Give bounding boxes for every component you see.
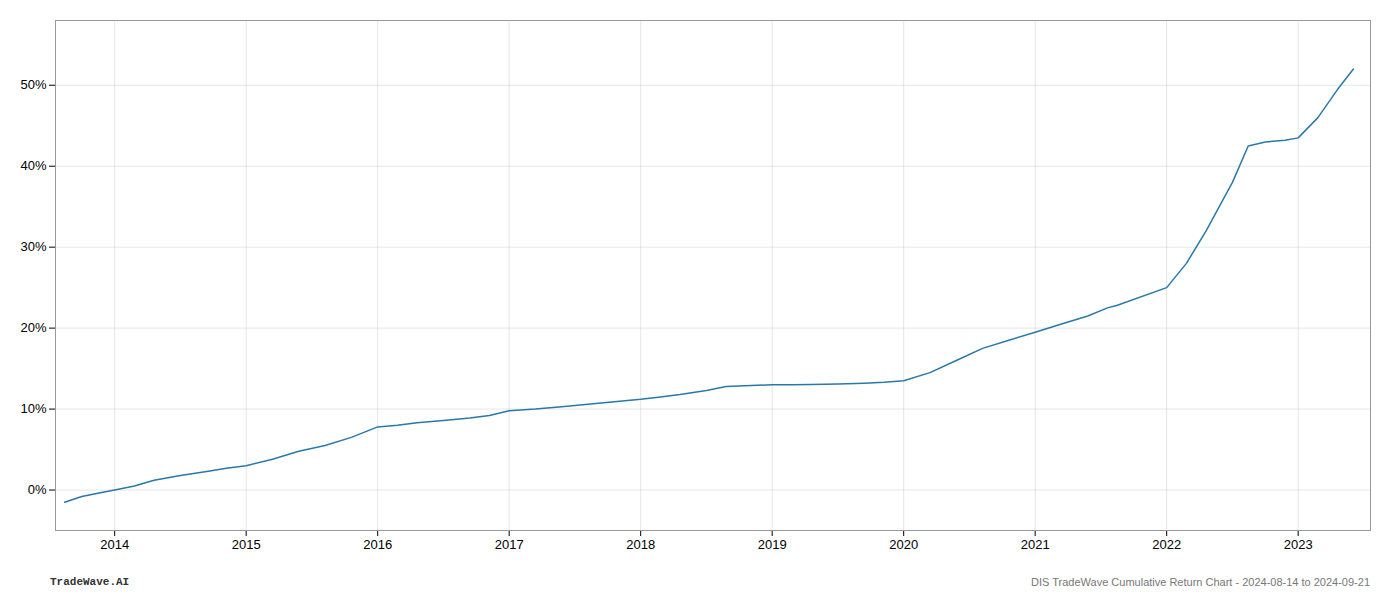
svg-text:2022: 2022 — [1152, 537, 1181, 552]
svg-text:2020: 2020 — [889, 537, 918, 552]
svg-text:50%: 50% — [20, 77, 46, 92]
svg-text:10%: 10% — [20, 401, 46, 416]
svg-text:2018: 2018 — [626, 537, 655, 552]
html-text:DIS TradeWave Cumulative Retur: DIS TradeWave Cumulative Return Chart - … — [1031, 576, 1370, 588]
svg-text:2023: 2023 — [1284, 537, 1313, 552]
svg-text:40%: 40% — [20, 158, 46, 173]
svg-text:2014: 2014 — [100, 537, 129, 552]
html-text:TradeWave.AI: TradeWave.AI — [50, 576, 130, 588]
svg-text:2017: 2017 — [495, 537, 524, 552]
svg-text:2015: 2015 — [232, 537, 261, 552]
svg-text:20%: 20% — [20, 320, 46, 335]
svg-text:2021: 2021 — [1021, 537, 1050, 552]
svg-text:2016: 2016 — [363, 537, 392, 552]
svg-text:2019: 2019 — [758, 537, 787, 552]
svg-text:0%: 0% — [28, 482, 47, 497]
svg-text:30%: 30% — [20, 239, 46, 254]
